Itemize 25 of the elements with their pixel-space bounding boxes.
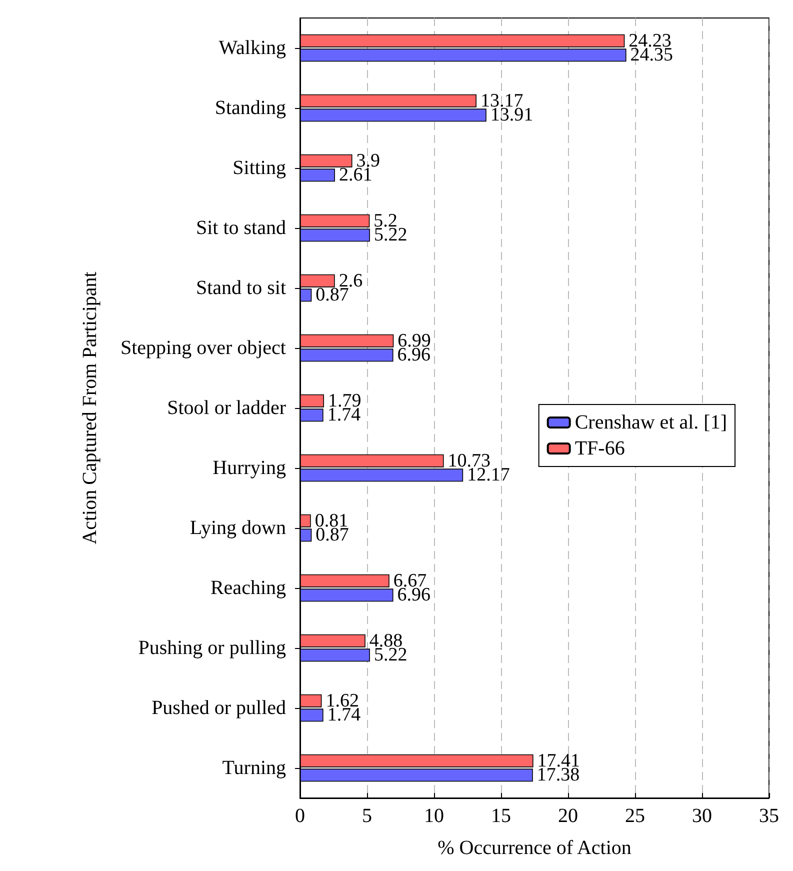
x-tick-label: 25 [625, 805, 645, 827]
x-tick-label: 20 [558, 805, 578, 827]
x-tick-label: 35 [759, 805, 779, 827]
y-tick-label: Stepping over object [120, 337, 286, 359]
x-tick-label: 5 [362, 805, 372, 827]
y-tick-label: Sit to stand [196, 217, 286, 239]
y-tick-label: Turning [222, 757, 286, 779]
y-axis-title: Action Captured From Participant [79, 271, 101, 544]
y-tick-label: Lying down [190, 517, 286, 539]
y-tick-label: Pushing or pulling [138, 637, 286, 659]
y-tick-label: Pushed or pulled [152, 697, 286, 719]
y-tick-label: Walking [218, 37, 286, 59]
y-tick-label: Standing [214, 97, 286, 119]
y-tick-label: Hurrying [212, 457, 286, 479]
legend-label: Crenshaw et al. [1] [574, 412, 728, 434]
x-tick-label: 30 [692, 805, 712, 827]
y-tick-label: Reaching [210, 577, 286, 599]
x-tick-label: 10 [424, 805, 444, 827]
y-tick-label: Stool or ladder [167, 397, 286, 419]
x-axis-title: % Occurrence of Action [438, 837, 632, 859]
x-tick-label: 15 [491, 805, 511, 827]
y-tick-label: Stand to sit [196, 277, 286, 299]
x-tick-label: 0 [295, 805, 305, 827]
legend-label: TF-66 [574, 438, 625, 460]
y-tick-label: Sitting [232, 157, 286, 179]
